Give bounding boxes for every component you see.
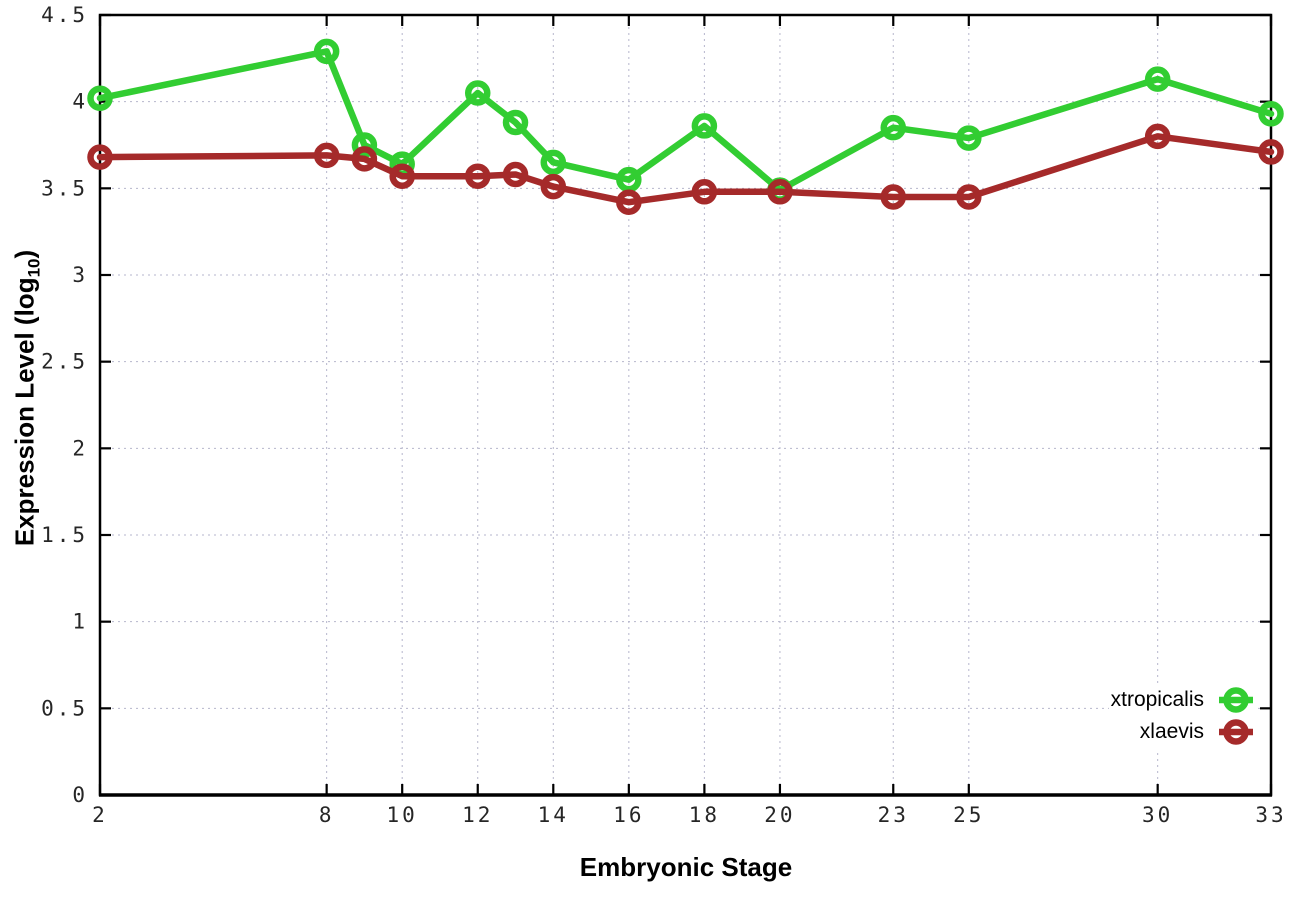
data-point-xlaevis [389,163,415,189]
data-point-xtropicalis [502,109,529,136]
data-point-xtropicalis [464,80,491,106]
legend-label-xlaevis: xlaevis [1139,720,1204,743]
x-tick-label: 12 [462,803,493,827]
data-point-xlaevis [540,173,567,200]
x-tick-label: 2 [92,803,108,827]
data-point-xtropicalis [956,125,982,151]
line-circle-marker-icon [1219,719,1253,745]
x-tick-label: 25 [953,803,984,827]
data-point-xlaevis [956,184,982,210]
y-tick-label: 2.5 [41,350,88,374]
series-line-xlaevis [96,133,1275,206]
y-axis-title-text: Expression Level (log [9,277,40,547]
x-tick-label: 14 [538,803,569,827]
data-point-xtropicalis [880,114,907,141]
data-point-xtropicalis [1258,101,1284,127]
x-tick-label: 16 [613,803,644,827]
series-line-xtropicalis [96,48,1275,194]
x-tick-label: 8 [319,803,335,827]
data-point-xlaevis [616,189,642,215]
y-axis-title-suffix: ) [9,249,40,259]
y-tick-label: 1.5 [41,523,88,547]
x-tick-label: 33 [1255,803,1286,827]
data-point-xlaevis [880,184,907,210]
x-tick-label: 10 [387,803,418,827]
y-tick-label: 2 [72,436,88,460]
data-point-xtropicalis [351,132,378,158]
data-point-xtropicalis [1144,66,1171,92]
legend: xtropicalis xlaevis [1108,683,1258,749]
data-point-xtropicalis [616,166,642,193]
legend-item-xlaevis: xlaevis [1111,716,1256,748]
y-tick-label: 3 [72,263,88,287]
data-point-xlaevis [1144,123,1171,150]
y-tick-label: 1 [72,610,88,634]
x-tick-label: 30 [1142,803,1173,827]
x-tick-label: 23 [878,803,909,827]
data-point-xlaevis [1258,139,1284,165]
legend-label-xtropicalis: xtropicalis [1110,688,1204,711]
y-tick-label: 4 [72,90,88,114]
data-point-xtropicalis [691,113,718,139]
data-point-xtropicalis [87,85,113,111]
y-tick-label: 0 [72,783,88,807]
x-tick-label: 20 [764,803,795,827]
y-tick-label: 3.5 [41,176,88,200]
legend-item-xtropicalis: xtropicalis [1111,684,1256,716]
x-axis-title: Embryonic Stage [579,852,793,882]
x-tick-label: 18 [689,803,720,827]
data-point-xlaevis [502,161,529,188]
plot-border [98,13,1273,797]
data-point-xlaevis [87,144,113,170]
y-tick-label: 4.5 [41,3,88,27]
y-tick-label: 0.5 [41,696,88,720]
data-point-xlaevis [464,163,491,189]
line-circle-marker-icon [1219,687,1253,713]
y-axis-title-subscript: 10 [24,258,44,278]
data-point-xlaevis [767,179,793,205]
data-point-xlaevis [351,146,378,172]
data-point-xlaevis [691,179,718,205]
data-point-xlaevis [313,142,340,169]
y-axis-title: Expression Level (log10) [9,250,44,546]
data-point-xtropicalis [540,149,567,176]
data-point-xtropicalis [313,38,340,65]
